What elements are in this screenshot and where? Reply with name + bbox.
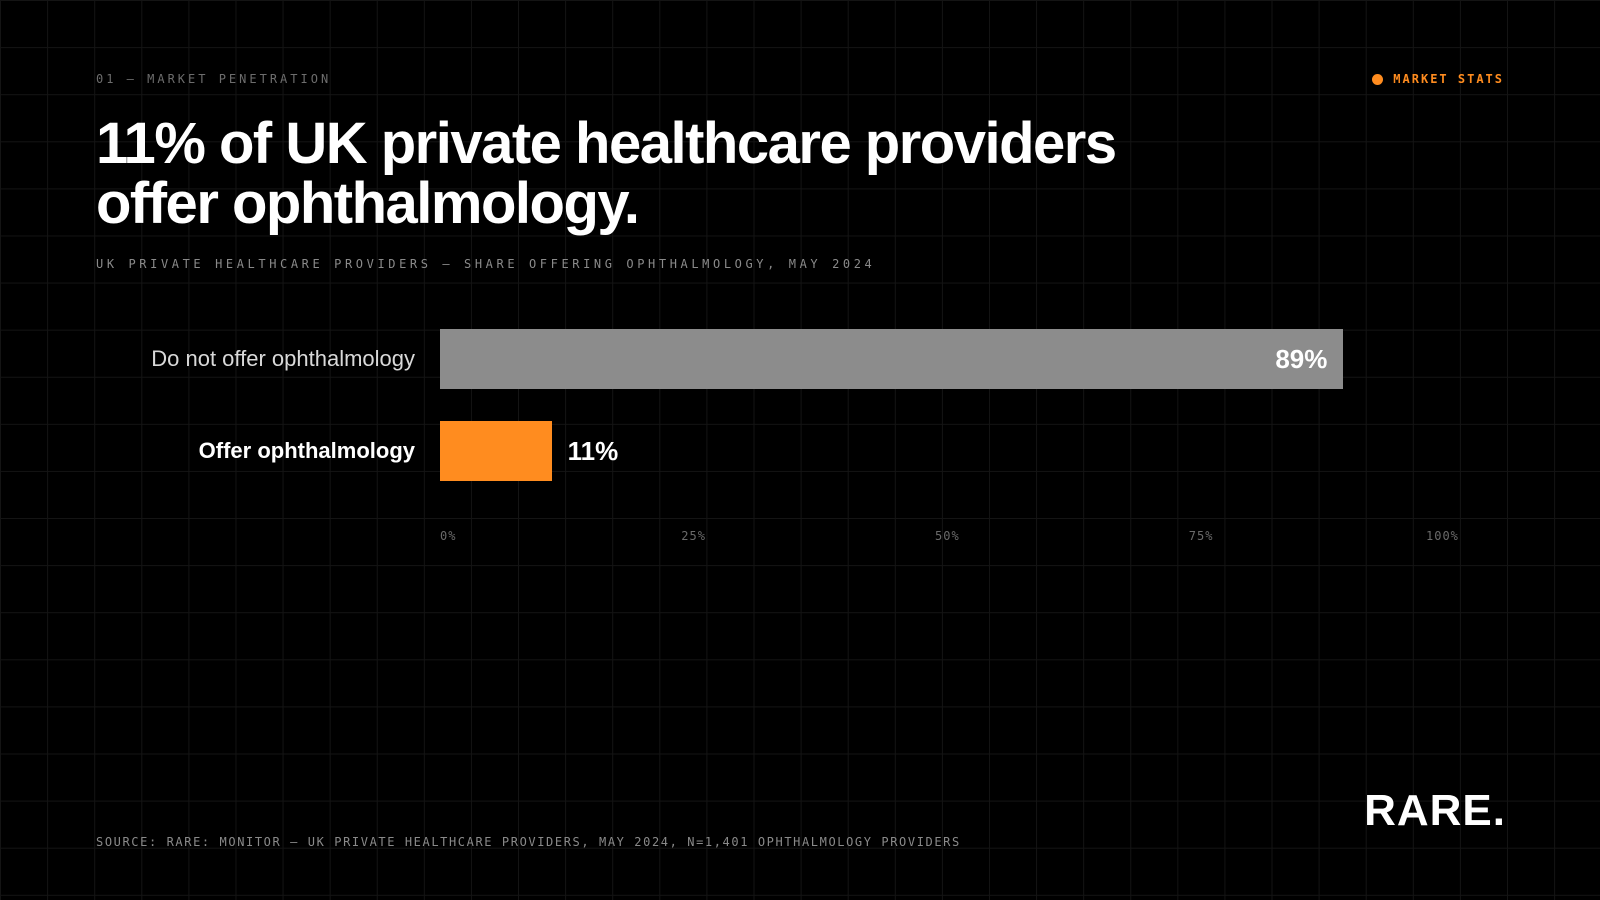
headline-line-1: 11% of UK private healthcare providers xyxy=(96,111,1117,176)
tick-label-25: 25% xyxy=(681,529,706,543)
rare-logo: RARE. xyxy=(1364,786,1506,835)
chart-subtitle: UK PRIVATE HEALTHCARE PROVIDERS — SHARE … xyxy=(96,257,876,271)
tick-label-100: 100% xyxy=(1426,529,1459,543)
value-label-2: 11% xyxy=(567,436,619,466)
bar-1 xyxy=(440,329,1344,389)
bar-2 xyxy=(440,421,552,481)
tick-label-50: 50% xyxy=(935,529,960,543)
tick-label-75: 75% xyxy=(1188,529,1214,543)
tick-label-0: 0% xyxy=(440,529,457,543)
market-stats-label: MARKET STATS xyxy=(1393,72,1504,86)
headline-line-2: offer ophthalmology. xyxy=(96,171,640,236)
headline: 11% of UK private healthcare providers o… xyxy=(96,114,1296,234)
value-label-1: 89% xyxy=(1275,344,1328,374)
market-stats-tag: MARKET STATS xyxy=(1372,72,1504,86)
category-label-1: Do not offer ophthalmology xyxy=(151,346,415,371)
kicker: 01 — MARKET PENETRATION xyxy=(96,72,332,86)
source-note: SOURCE: RARE: MONITOR — UK PRIVATE HEALT… xyxy=(96,835,961,849)
dot-icon xyxy=(1372,73,1384,85)
category-label-2: Offer ophthalmology xyxy=(198,438,415,463)
